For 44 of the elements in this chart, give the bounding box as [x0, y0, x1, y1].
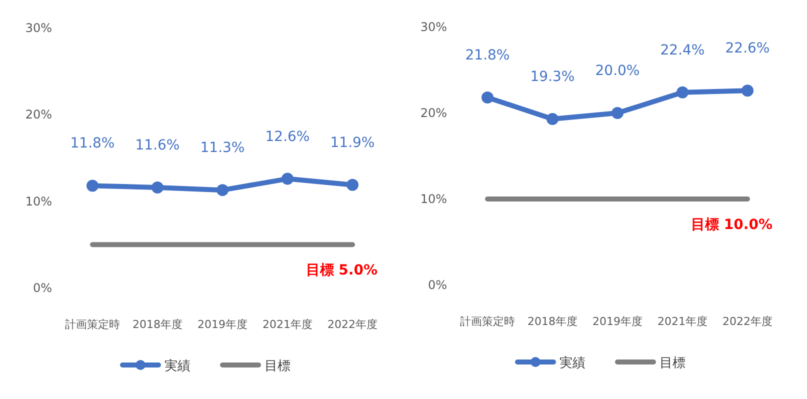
annotation: 目標 10.0% — [691, 217, 772, 233]
y-tick-label: 0% — [428, 278, 447, 292]
x-tick-label: 計画策定時 — [65, 318, 120, 331]
y-tick-label: 30% — [420, 20, 447, 34]
x-tick-label: 2018年度 — [132, 318, 182, 331]
x-tick-label: 2021年度 — [658, 315, 708, 328]
y-tick-label: 20% — [25, 108, 52, 122]
legend-label: 実績 — [164, 358, 190, 374]
data-label: 22.6% — [725, 40, 770, 57]
point — [612, 107, 624, 119]
y-tick-label: 20% — [420, 106, 447, 120]
x-tick-label: 2019年度 — [592, 315, 642, 328]
data-label: 20.0% — [595, 63, 640, 79]
point — [546, 113, 558, 126]
point — [216, 184, 228, 196]
data-label: 21.8% — [465, 48, 510, 64]
x-tick-label: 2018年度 — [528, 315, 578, 328]
point — [676, 86, 688, 98]
point — [346, 178, 358, 191]
x-tick-label: 2022年度 — [328, 318, 378, 331]
legend-label: 目標 — [660, 356, 686, 371]
data-label: 11.6% — [135, 137, 180, 154]
point — [482, 92, 494, 104]
legend-label: 実績 — [560, 355, 586, 371]
x-tick-label: 計画策定時 — [460, 315, 515, 328]
y-tick-label: 0% — [32, 281, 52, 295]
data-label: 19.3% — [530, 69, 575, 86]
y-tick-label: 10% — [420, 192, 447, 206]
y-tick-label: 10% — [25, 194, 52, 208]
x-tick-label: 2019年度 — [198, 318, 248, 331]
x-tick-label: 2021年度 — [262, 318, 312, 331]
data-label: 12.6% — [265, 128, 310, 145]
legend-label: 目標 — [264, 359, 290, 374]
point — [742, 84, 754, 97]
y-tick-label: 30% — [25, 21, 52, 35]
data-label: 11.3% — [200, 140, 245, 156]
point — [282, 172, 294, 185]
data-label: 11.8% — [70, 136, 115, 152]
annotation: 目標 5.0% — [306, 262, 378, 279]
x-tick-label: 2022年度 — [722, 315, 772, 328]
data-label: 11.9% — [330, 134, 375, 151]
point — [86, 180, 98, 192]
data-label: 22.4% — [660, 42, 705, 58]
point — [152, 181, 164, 194]
